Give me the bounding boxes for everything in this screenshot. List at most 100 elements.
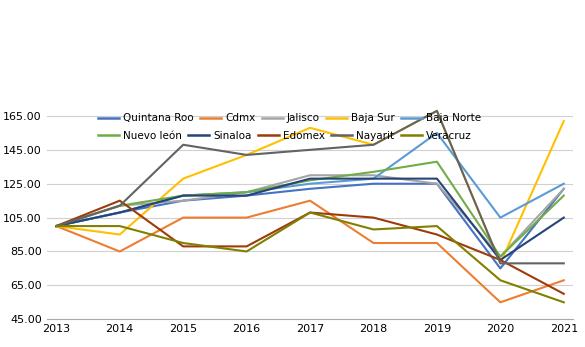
- Nuevo león: [497, 254, 504, 259]
- Baja Sur: [243, 153, 250, 157]
- Cdmx: [497, 300, 504, 304]
- Sinaloa: [243, 194, 250, 198]
- Nuevo león: [433, 160, 441, 164]
- Quintana Roo: [560, 187, 567, 191]
- Nayarit: [53, 224, 60, 228]
- Baja Norte: [497, 215, 504, 220]
- Quintana Roo: [180, 198, 187, 203]
- Edomex: [116, 198, 123, 203]
- Nuevo león: [243, 190, 250, 194]
- Jalisco: [560, 187, 567, 191]
- Edomex: [180, 244, 187, 248]
- Veracruz: [53, 224, 60, 228]
- Line: Sinaloa: Sinaloa: [56, 179, 564, 260]
- Nayarit: [116, 204, 123, 208]
- Sinaloa: [370, 177, 377, 181]
- Line: Veracruz: Veracruz: [56, 212, 564, 302]
- Sinaloa: [53, 224, 60, 228]
- Baja Norte: [243, 190, 250, 194]
- Legend: Nuevo león, Sinaloa, Edomex, Nayarit, Veracruz: Nuevo león, Sinaloa, Edomex, Nayarit, Ve…: [94, 127, 476, 145]
- Veracruz: [116, 224, 123, 228]
- Baja Sur: [307, 126, 314, 130]
- Line: Baja Norte: Baja Norte: [56, 133, 564, 226]
- Veracruz: [307, 210, 314, 214]
- Edomex: [497, 258, 504, 262]
- Cdmx: [370, 241, 377, 245]
- Sinaloa: [433, 177, 441, 181]
- Line: Cdmx: Cdmx: [56, 201, 564, 302]
- Nayarit: [307, 148, 314, 152]
- Quintana Roo: [307, 187, 314, 191]
- Edomex: [370, 215, 377, 220]
- Nayarit: [433, 109, 441, 113]
- Quintana Roo: [370, 181, 377, 186]
- Nuevo león: [560, 194, 567, 198]
- Cdmx: [116, 249, 123, 254]
- Nayarit: [370, 143, 377, 147]
- Edomex: [433, 232, 441, 237]
- Quintana Roo: [497, 266, 504, 271]
- Nayarit: [560, 261, 567, 265]
- Jalisco: [497, 254, 504, 259]
- Baja Sur: [497, 261, 504, 265]
- Veracruz: [243, 249, 250, 254]
- Veracruz: [433, 224, 441, 228]
- Sinaloa: [307, 177, 314, 181]
- Baja Sur: [433, 109, 441, 113]
- Veracruz: [370, 227, 377, 231]
- Baja Sur: [180, 177, 187, 181]
- Baja Norte: [433, 131, 441, 135]
- Baja Sur: [370, 143, 377, 147]
- Cdmx: [433, 241, 441, 245]
- Sinaloa: [116, 210, 123, 214]
- Edomex: [560, 292, 567, 296]
- Cdmx: [243, 215, 250, 220]
- Cdmx: [307, 198, 314, 203]
- Nayarit: [243, 153, 250, 157]
- Quintana Roo: [53, 224, 60, 228]
- Nuevo león: [53, 224, 60, 228]
- Veracruz: [560, 300, 567, 304]
- Line: Jalisco: Jalisco: [56, 175, 564, 256]
- Jalisco: [243, 190, 250, 194]
- Legend: Quintana Roo, Cdmx, Jalisco, Baja Sur, Baja Norte: Quintana Roo, Cdmx, Jalisco, Baja Sur, B…: [94, 109, 485, 128]
- Jalisco: [116, 204, 123, 208]
- Baja Norte: [370, 177, 377, 181]
- Nuevo león: [116, 204, 123, 208]
- Veracruz: [180, 241, 187, 245]
- Line: Edomex: Edomex: [56, 201, 564, 294]
- Jalisco: [370, 173, 377, 177]
- Sinaloa: [180, 194, 187, 198]
- Baja Norte: [307, 181, 314, 186]
- Baja Sur: [116, 232, 123, 237]
- Sinaloa: [560, 215, 567, 220]
- Quintana Roo: [116, 210, 123, 214]
- Baja Norte: [53, 224, 60, 228]
- Cdmx: [560, 278, 567, 282]
- Nuevo león: [370, 170, 377, 174]
- Jalisco: [180, 198, 187, 203]
- Nayarit: [180, 143, 187, 147]
- Line: Nayarit: Nayarit: [56, 111, 564, 263]
- Quintana Roo: [433, 181, 441, 186]
- Jalisco: [307, 173, 314, 177]
- Line: Baja Sur: Baja Sur: [56, 111, 564, 263]
- Jalisco: [53, 224, 60, 228]
- Line: Nuevo león: Nuevo león: [56, 162, 564, 256]
- Sinaloa: [497, 258, 504, 262]
- Baja Sur: [560, 119, 567, 123]
- Edomex: [243, 244, 250, 248]
- Line: Quintana Roo: Quintana Roo: [56, 184, 564, 269]
- Quintana Roo: [243, 194, 250, 198]
- Cdmx: [180, 215, 187, 220]
- Nuevo león: [307, 178, 314, 183]
- Nayarit: [497, 261, 504, 265]
- Cdmx: [53, 224, 60, 228]
- Baja Norte: [560, 181, 567, 186]
- Jalisco: [433, 181, 441, 186]
- Nuevo león: [180, 194, 187, 198]
- Veracruz: [497, 278, 504, 282]
- Edomex: [53, 224, 60, 228]
- Baja Norte: [116, 210, 123, 214]
- Edomex: [307, 210, 314, 214]
